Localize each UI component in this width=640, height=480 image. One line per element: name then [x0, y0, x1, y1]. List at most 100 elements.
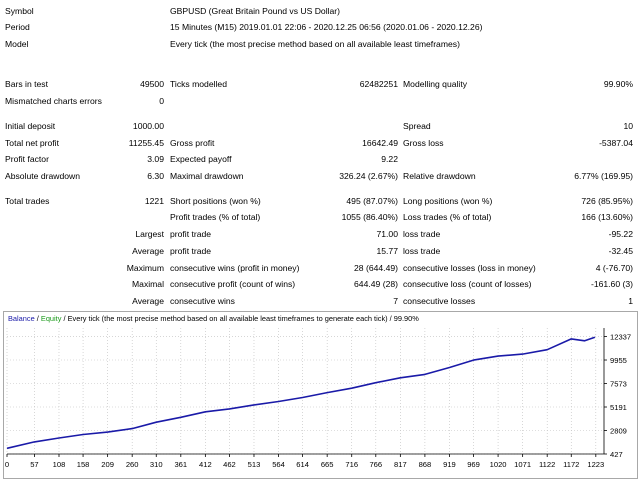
total-net-profit-label: Total net profit [5, 138, 59, 148]
average-loss-value: -32.45 [608, 246, 633, 256]
bars-in-test-value: 49500 [140, 79, 164, 89]
long-positions-label: Long positions (won %) [403, 196, 493, 206]
x-tick-label: 969 [467, 460, 480, 469]
max-cons-wins-value: 28 (644.49) [354, 263, 398, 273]
modelling-quality-label: Modelling quality [403, 79, 468, 89]
symbol-label: Symbol [5, 6, 34, 16]
period-label: Period [5, 22, 30, 32]
mismatched-errors-value: 0 [159, 96, 164, 106]
y-tick-label: 9955 [610, 356, 627, 365]
x-tick-label: 513 [248, 460, 261, 469]
x-tick-label: 766 [369, 460, 382, 469]
loss-trades-label: Loss trades (% of total) [403, 212, 492, 222]
ticks-modelled-value: 62482251 [359, 79, 398, 89]
gross-loss-label: Gross loss [403, 138, 444, 148]
gross-loss-value: -5387.04 [599, 138, 633, 148]
x-tick-label: 1122 [539, 460, 555, 469]
x-tick-label: 108 [53, 460, 66, 469]
profit-factor-label: Profit factor [5, 154, 49, 164]
x-tick-label: 919 [443, 460, 456, 469]
y-tick-label: 12337 [610, 333, 631, 342]
largest-label: Largest [135, 229, 164, 239]
short-positions-value: 495 (87.07%) [346, 196, 398, 206]
model-value: Every tick (the most precise method base… [170, 39, 460, 49]
max-cons-losses-value: 4 (-76.70) [595, 263, 633, 273]
initial-deposit-value: 1000.00 [132, 121, 164, 131]
balance-chart: 427 2809 5191 7573 9955 12337 0 57 108 158 209 260 3… [3, 311, 638, 479]
modelling-quality-value: 99.90% [603, 79, 633, 89]
spread-value: 10 [623, 121, 633, 131]
x-tick-label: 412 [199, 460, 212, 469]
x-tick-label: 310 [150, 460, 163, 469]
y-tick-label: 2809 [610, 427, 627, 436]
x-tick-label: 57 [30, 460, 38, 469]
legend-description: / Every tick (the most precise method ba… [61, 314, 419, 323]
spread-label: Spread [403, 121, 431, 131]
initial-deposit-label: Initial deposit [5, 121, 56, 131]
x-tick-label: 1020 [490, 460, 507, 469]
avg-cons-losses-label: consecutive losses [403, 296, 476, 306]
absolute-drawdown-value: 6.30 [147, 171, 164, 181]
maximal-drawdown-value: 326.24 (2.67%) [339, 171, 398, 181]
balance-chart-svg: 427 2809 5191 7573 9955 12337 0 57 108 158 209 260 3… [5, 328, 631, 469]
x-tick-label: 817 [394, 460, 407, 469]
x-tick-label: 462 [223, 460, 236, 469]
maximal-cons-profit-label: consecutive profit (count of wins) [170, 279, 296, 289]
max-cons-wins-label: consecutive wins (profit in money) [170, 263, 300, 273]
largest-loss-value: -95.22 [608, 229, 633, 239]
maximal-label: Maximal [132, 279, 164, 289]
gross-profit-label: Gross profit [170, 138, 215, 148]
absolute-drawdown-label: Absolute drawdown [5, 171, 81, 181]
total-net-profit-value: 11255.45 [128, 138, 164, 148]
maximal-drawdown-label: Maximal drawdown [170, 171, 244, 181]
legend-equity: Equity [40, 314, 62, 323]
avg-cons-wins-value: 7 [393, 296, 398, 306]
expected-payoff-label: Expected payoff [170, 154, 232, 164]
x-tick-label: 361 [174, 460, 187, 469]
y-tick-label: 5191 [610, 403, 627, 412]
profit-factor-value: 3.09 [147, 154, 164, 164]
total-trades-value: 1221 [144, 196, 164, 206]
maximum-label: Maximum [126, 263, 164, 273]
largest-loss-label: loss trade [403, 229, 441, 239]
max-cons-losses-label: consecutive losses (loss in money) [403, 263, 536, 273]
bars-in-test-label: Bars in test [5, 79, 48, 89]
avg-cons-losses-value: 1 [628, 296, 633, 306]
x-tick-label: 0 [5, 460, 9, 469]
y-tick-label: 7573 [610, 380, 627, 389]
average-cons-label: Average [132, 296, 164, 306]
model-label: Model [5, 39, 29, 49]
gross-profit-value: 16642.49 [362, 138, 398, 148]
average-label: Average [132, 246, 164, 256]
long-positions-value: 726 (85.95%) [581, 196, 633, 206]
balance-series-line [6, 336, 596, 450]
mismatched-errors-label: Mismatched charts errors [5, 96, 102, 106]
maximal-cons-loss-label: consecutive loss (count of losses) [403, 279, 532, 289]
relative-drawdown-value: 6.77% (169.95) [574, 171, 633, 181]
x-tick-label: 1071 [514, 460, 531, 469]
y-tick-label: 427 [610, 450, 623, 459]
maximal-cons-loss-value: -161.60 (3) [590, 279, 633, 289]
largest-profit-value: 71.00 [376, 229, 398, 239]
average-loss-label: loss trade [403, 246, 441, 256]
x-tick-label: 209 [101, 460, 114, 469]
profit-trades-label: Profit trades (% of total) [170, 212, 261, 222]
largest-profit-label: profit trade [170, 229, 212, 239]
expected-payoff-value: 9.22 [381, 154, 398, 164]
period-value: 15 Minutes (M15) 2019.01.01 22:06 - 2020… [170, 22, 483, 32]
ticks-modelled-label: Ticks modelled [170, 79, 227, 89]
x-tick-label: 1172 [563, 460, 579, 469]
profit-trades-value: 1055 (86.40%) [341, 212, 398, 222]
x-tick-label: 564 [272, 460, 285, 469]
maximal-cons-profit-value: 644.49 (28) [354, 279, 398, 289]
average-profit-label: profit trade [170, 246, 212, 256]
average-profit-value: 15.77 [376, 246, 398, 256]
loss-trades-value: 166 (13.60%) [581, 212, 633, 222]
x-tick-label: 614 [296, 460, 309, 469]
x-tick-label: 1223 [587, 460, 604, 469]
legend-sep: / [34, 314, 41, 323]
symbol-value: GBPUSD (Great Britain Pound vs US Dollar… [170, 6, 341, 16]
chart-legend: Balance / Equity / Every tick (the most … [8, 314, 419, 323]
avg-cons-wins-label: consecutive wins [170, 296, 235, 306]
short-positions-label: Short positions (won %) [170, 196, 261, 206]
